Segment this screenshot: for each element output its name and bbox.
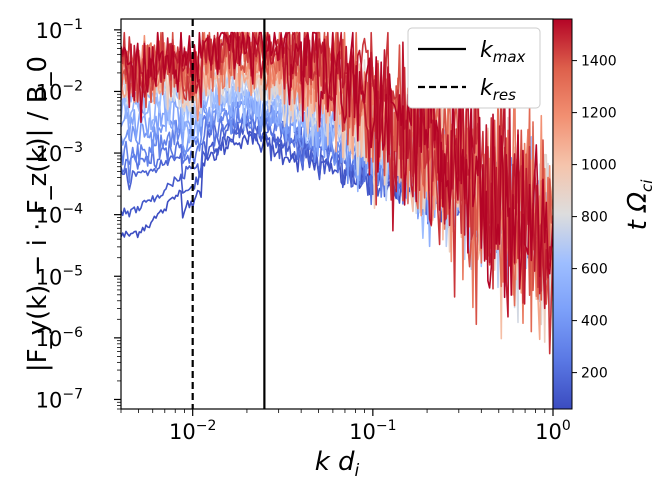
colorbar-label: t Ωci: [623, 179, 656, 231]
x-tick-label: 100: [535, 418, 571, 444]
colorbar-tick-label: 200: [581, 366, 608, 382]
reference-lines: [191, 19, 266, 409]
axis-ticks: 10−2 10−1 100 10−7 10−6 10−5 10−4 10−3 10−2 10−1: [36, 17, 571, 444]
y-tick-label: 10−6: [36, 325, 83, 351]
legend-kmax-label: kmax: [480, 38, 526, 66]
colorbar: 200 400 600 800 1000 1200 1400 t Ωci: [552, 18, 656, 410]
colorbar-tick-label: 1400: [581, 54, 617, 70]
colorbar-ticks: 200 400 600 800 1000 1200 1400: [572, 54, 617, 382]
y-tick-label: 10−2: [36, 78, 83, 104]
colorbar-gradient: [553, 19, 572, 409]
x-axis-label: k di: [315, 447, 360, 481]
colorbar-tick-label: 1000: [581, 158, 617, 174]
y-tick-label: 10−4: [36, 202, 83, 228]
x-tick-label: 10−1: [349, 418, 396, 444]
y-tick-label: 10−5: [36, 263, 83, 289]
legend-box: [407, 27, 541, 109]
y-tick-label: 10−7: [36, 386, 83, 412]
x-tick-label: 10−2: [169, 418, 216, 444]
legend-kres-label: kres: [480, 76, 516, 104]
colorbar-frame: [552, 18, 573, 410]
y-tick-label: 10−3: [36, 140, 83, 166]
legend: kmax kres: [407, 27, 541, 109]
colorbar-tick-label: 600: [581, 262, 608, 278]
y-axis-label: |F_y(k) − i · F_z(k)| / B_0: [23, 56, 53, 372]
colorbar-tick-label: 1200: [581, 106, 617, 122]
colorbar-tick-label: 400: [581, 314, 608, 330]
y-tick-label: 10−1: [36, 17, 83, 43]
colorbar-tick-label: 800: [581, 210, 608, 226]
